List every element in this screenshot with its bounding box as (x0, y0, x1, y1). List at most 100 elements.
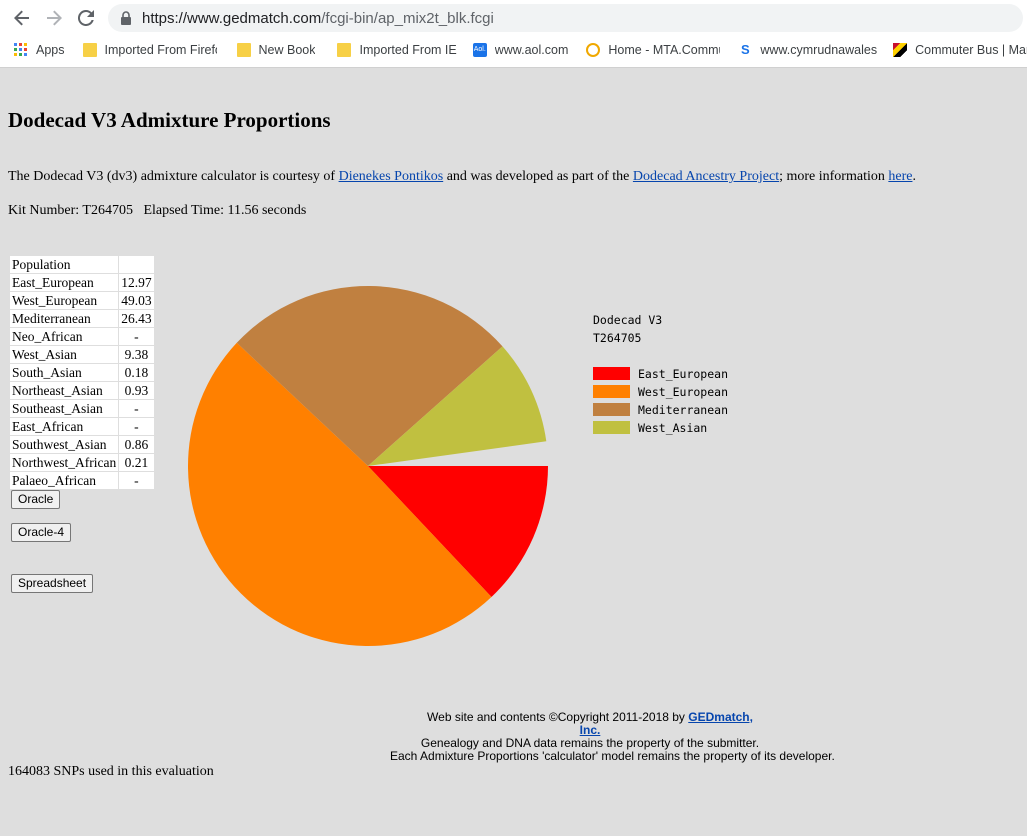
population-value: 0.86 (118, 435, 155, 454)
legend-swatch (593, 367, 630, 380)
pie-slice-east-european (368, 466, 548, 597)
population-value: 0.93 (118, 381, 155, 400)
table-row: West_European 49.03 (8, 291, 155, 310)
admixture-pie-chart: Dodecad V3 T264705 East_European West_Eur… (188, 285, 813, 655)
population-value: - (118, 399, 155, 418)
nav-row: https://www.gedmatch.com/fcgi-bin/ap_mix… (0, 0, 1027, 36)
population-value: - (118, 471, 155, 490)
bookmark-label: Apps (36, 43, 65, 57)
legend-label: West_Asian (638, 421, 707, 435)
population-name: West_European (8, 291, 120, 310)
page-title: Dodecad V3 Admixture Proportions (8, 108, 331, 132)
maryland-flag-icon (893, 43, 908, 57)
bookmark-apps[interactable]: Apps (14, 43, 65, 57)
bookmark-label: Imported From Firefo (104, 43, 217, 57)
bookmark-label: www.cymrudnawales (760, 43, 878, 57)
mta-icon (586, 43, 601, 57)
population-name: Neo_African (8, 327, 120, 346)
bookmark-imported-firefox[interactable]: Imported From Firefo (82, 43, 217, 57)
pie-slice-mediterranean (236, 285, 503, 466)
bookmark-mta[interactable]: Home - MTA.Commu (586, 43, 720, 57)
population-value: 49.03 (118, 291, 155, 310)
population-value: 0.21 (118, 453, 155, 472)
table-row: Northwest_African 0.21 (8, 453, 155, 472)
table-row: South_Asian 0.18 (8, 363, 155, 382)
kit-info: Kit Number: T264705 Elapsed Time: 11.56 … (8, 203, 307, 218)
intro-mid: and was developed as part of the (443, 169, 633, 184)
oracle-4-button[interactable]: Oracle-4 (11, 523, 72, 542)
table-row: Palaeo_African - (8, 471, 155, 490)
chart-legend: East_European West_European Mediterranean W… (593, 367, 728, 435)
intro-pre: The Dodecad V3 (dv3) admixture calculato… (8, 169, 339, 184)
snps-count: 164083 SNPs used in this evaluation (8, 764, 214, 779)
population-name: South_Asian (8, 363, 120, 382)
oracle-button[interactable]: Oracle (11, 490, 61, 509)
legend-label: Mediterranean (638, 403, 728, 417)
dodecad-project-link[interactable]: Dodecad Ancestry Project (632, 169, 780, 184)
pie-slice-west-european (188, 342, 492, 646)
population-value: - (118, 417, 155, 436)
table-row: East_European 12.97 (8, 273, 155, 292)
bookmark-commuter-bus[interactable]: Commuter Bus | Mar (893, 43, 1027, 57)
population-name: Mediterranean (8, 309, 120, 328)
bookmark-label: Commuter Bus | Mar (915, 43, 1027, 57)
back-arrow-icon (14, 10, 29, 26)
gedmatch-link[interactable]: GEDmatch, Inc. (579, 710, 753, 737)
table-row: Neo_African - (8, 327, 155, 346)
table-row: West_Asian 9.38 (8, 345, 155, 364)
bookmark-aol[interactable]: Aol. www.aol.com (472, 43, 568, 57)
pie-slice-west-asian (368, 346, 547, 466)
population-value: 12.97 (118, 273, 155, 292)
table-row: East_African - (8, 417, 155, 436)
population-value: 0.18 (118, 363, 155, 382)
population-name: Northeast_Asian (8, 381, 120, 400)
intro-end: . (912, 169, 916, 184)
bookmark-label: New Book (258, 43, 316, 57)
legend-label: West_European (638, 385, 728, 399)
reload-icon (78, 10, 94, 26)
legend-swatch (593, 385, 630, 398)
footer: Web site and contents ©Copyright 2011-20… (390, 711, 835, 763)
forward-button[interactable] (42, 6, 66, 30)
table-row: Southeast_Asian - (8, 399, 155, 418)
population-name: Southwest_Asian (8, 435, 120, 454)
reload-button[interactable] (74, 6, 98, 30)
bookmark-imported-ie[interactable]: Imported From IE (337, 43, 457, 57)
bookmark-new-book[interactable]: New Book (236, 43, 316, 57)
population-name: Northwest_African (8, 453, 120, 472)
population-value: 26.43 (118, 309, 155, 328)
table-row: Northeast_Asian 0.93 (8, 381, 155, 400)
table-row: Mediterranean 26.43 (8, 309, 155, 328)
folder-icon (236, 43, 251, 57)
population-name: East_European (8, 273, 120, 292)
lock-icon (121, 11, 131, 25)
population-header: Population (8, 255, 120, 274)
url-path: /fcgi-bin/ap_mix2t_blk.fcgi (321, 9, 494, 27)
bookmark-label: Home - MTA.Commu (608, 43, 721, 57)
population-name: East_African (8, 417, 120, 436)
pie-slices (188, 285, 548, 646)
bookmark-cymrudnawales[interactable]: S www.cymrudnawales (738, 43, 878, 58)
apps-grid-icon (14, 43, 27, 56)
browser-chrome: https://www.gedmatch.com/fcgi-bin/ap_mix… (0, 0, 1027, 68)
dienekes-pontikos-link[interactable]: Dienekes Pontikos (338, 169, 444, 184)
bookmark-label: Imported From IE (359, 43, 457, 57)
value-header (118, 255, 155, 274)
url-host: https://www.gedmatch.com (142, 9, 322, 27)
footer-line-3: Each Admixture Proportions 'calculator' … (390, 749, 835, 763)
bookmarks-bar: Apps Imported From Firefo New Book Impor… (0, 38, 1027, 62)
population-value: - (118, 327, 155, 346)
population-name: West_Asian (8, 345, 120, 364)
more-info-link[interactable]: here (888, 169, 913, 184)
aol-icon: Aol. (472, 43, 487, 57)
intro-text: The Dodecad V3 (dv3) admixture calculato… (8, 169, 916, 185)
back-button[interactable] (10, 6, 34, 30)
footer-line-1: Web site and contents ©Copyright 2011-20… (420, 711, 760, 737)
table-header-row: Population (8, 255, 155, 274)
population-name: Southeast_Asian (8, 399, 120, 418)
forward-arrow-icon (47, 10, 62, 26)
population-value: 9.38 (118, 345, 155, 364)
address-bar[interactable]: https://www.gedmatch.com/fcgi-bin/ap_mix… (108, 4, 1023, 32)
intro-post: ; more information (779, 169, 889, 184)
spreadsheet-button[interactable]: Spreadsheet (11, 574, 94, 593)
